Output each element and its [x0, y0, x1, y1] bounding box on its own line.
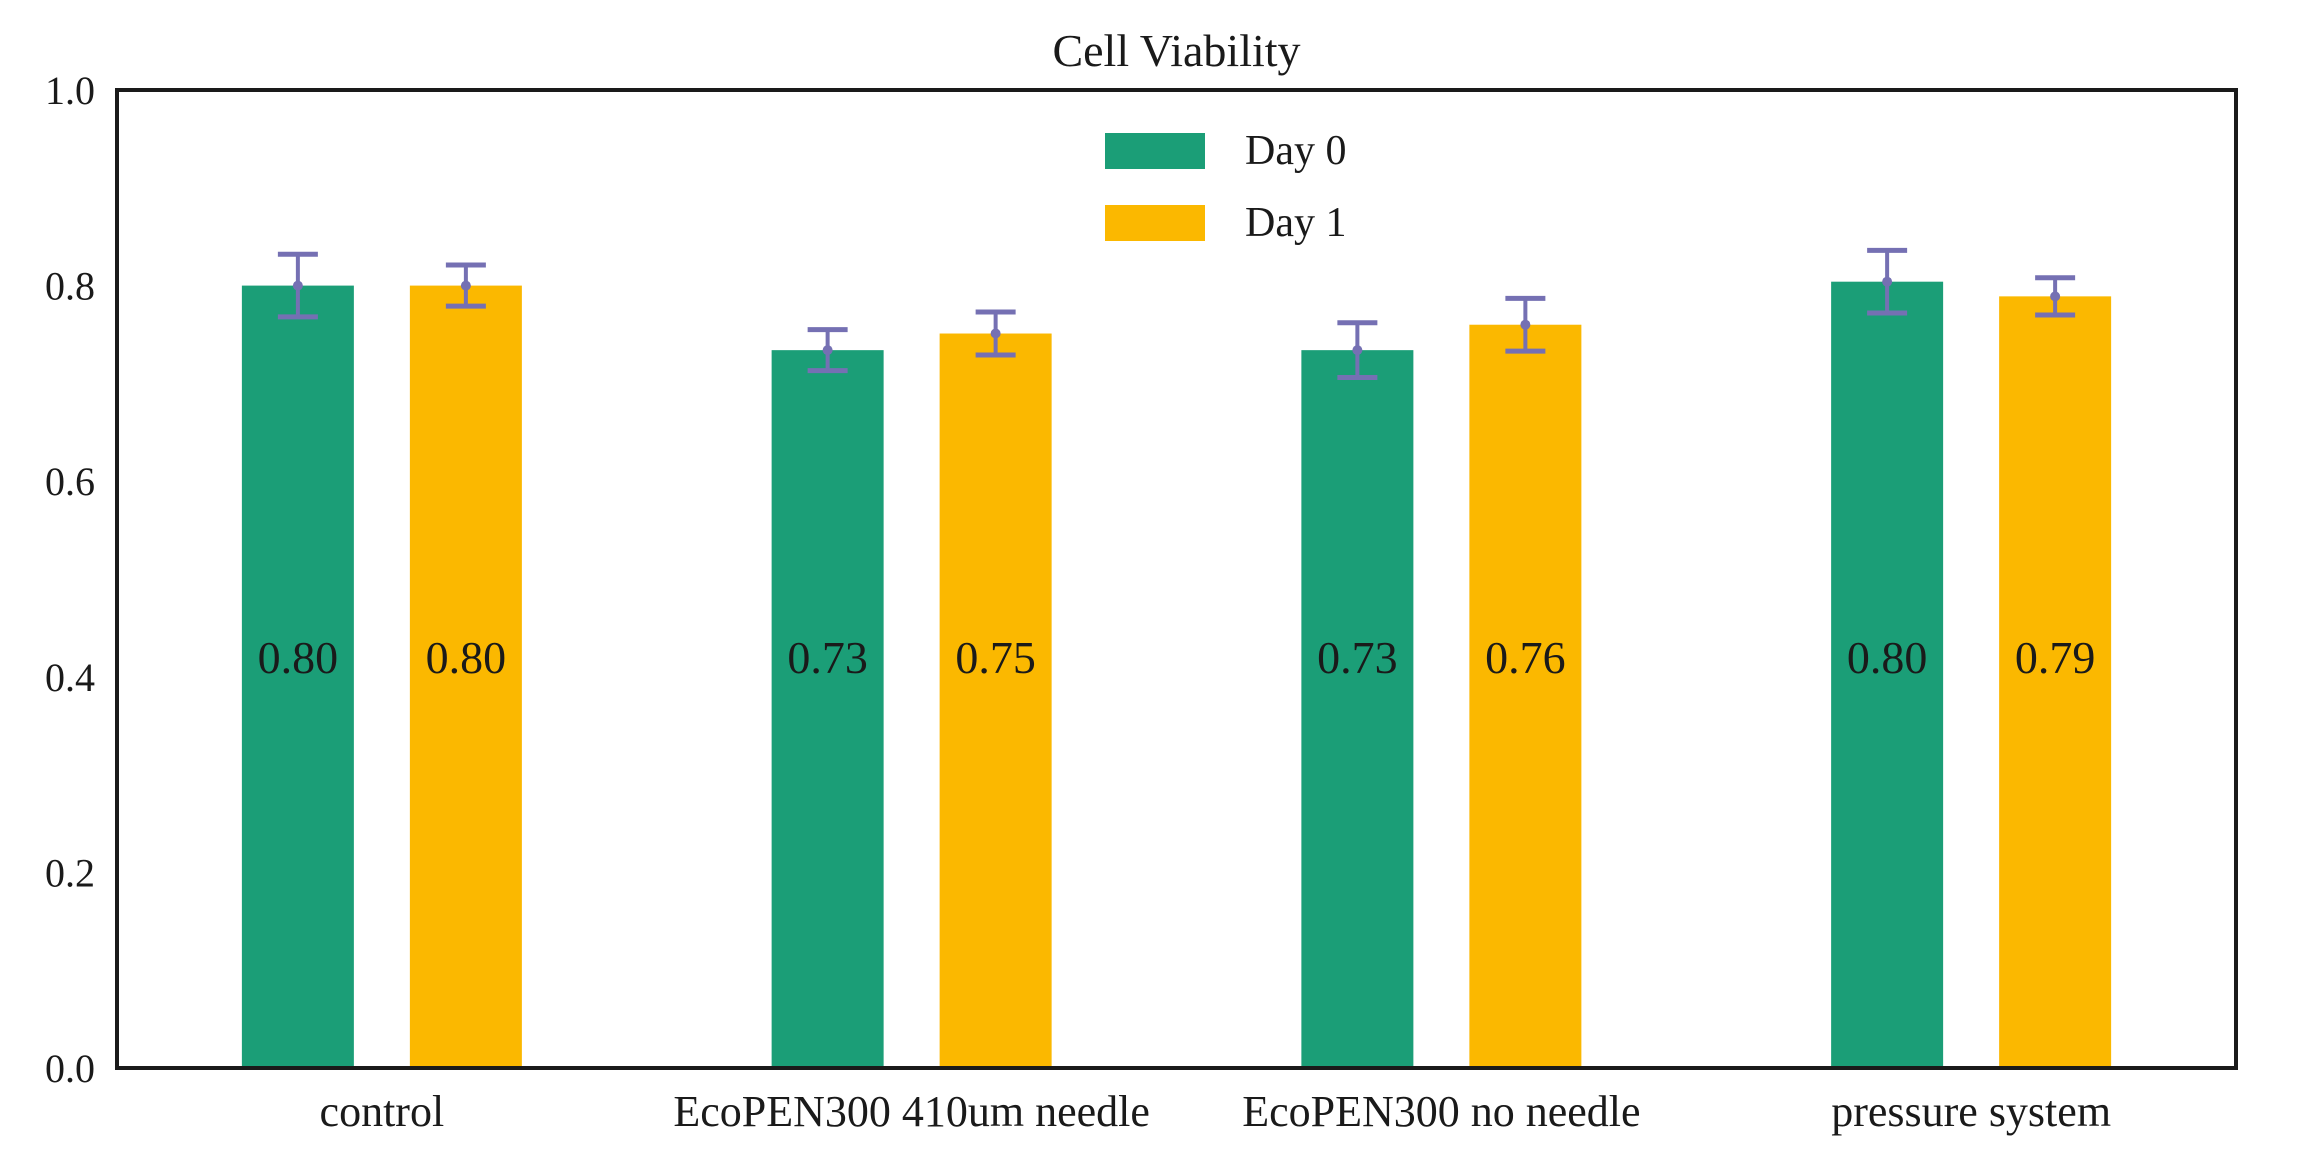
- bar: [409, 285, 522, 1069]
- legend-label: Day 0: [1245, 128, 1346, 174]
- mean-marker: [1520, 319, 1531, 330]
- bar: [241, 285, 354, 1069]
- chart-title: Cell Viability: [1052, 25, 1300, 76]
- bars-layer: [241, 281, 2112, 1069]
- legend: Day 0 Day 1: [1105, 128, 1346, 246]
- y-tick-label: 1.0: [45, 68, 95, 113]
- x-axis: control EcoPEN300 410um needle EcoPEN300 n…: [320, 1087, 2111, 1136]
- bar-value-label: 0.76: [1485, 632, 1566, 683]
- bar-value-label: 0.80: [1847, 632, 1928, 683]
- mean-marker: [822, 345, 833, 356]
- mean-marker: [292, 280, 303, 291]
- legend-swatch: [1105, 133, 1205, 169]
- y-tick-label: 0.0: [45, 1046, 95, 1091]
- x-tick-label: EcoPEN300 no needle: [1242, 1087, 1640, 1136]
- mean-marker: [2050, 291, 2061, 302]
- y-tick-label: 0.6: [45, 459, 95, 504]
- bar-value-label: 0.80: [426, 632, 507, 683]
- bar-value-label: 0.75: [955, 632, 1036, 683]
- bar-value-label: 0.73: [787, 632, 868, 683]
- x-tick-label: EcoPEN300 410um needle: [673, 1087, 1150, 1136]
- bar: [1301, 350, 1414, 1068]
- plot-frame: [115, 88, 2238, 1070]
- bar: [939, 333, 1052, 1069]
- legend-swatch: [1105, 205, 1205, 241]
- bar-labels-layer: 0.80 0.80 0.73 0.75 0.73 0.76 0.80 0.79: [258, 632, 2096, 683]
- error-bars-layer: [277, 247, 2076, 381]
- legend-label: Day 1: [1245, 200, 1346, 246]
- y-tick-label: 0.2: [45, 850, 95, 895]
- mean-marker: [1352, 345, 1363, 356]
- x-tick-label: control: [320, 1087, 445, 1136]
- mean-marker: [990, 328, 1001, 339]
- bar: [1831, 281, 1944, 1068]
- y-tick-label: 0.4: [45, 655, 95, 700]
- bar: [1999, 296, 2112, 1068]
- x-tick-label: pressure system: [1831, 1087, 2111, 1136]
- bar-value-label: 0.79: [2015, 632, 2096, 683]
- y-tick-label: 0.8: [45, 264, 95, 309]
- mean-marker: [1882, 276, 1893, 287]
- bar-value-label: 0.80: [258, 632, 339, 683]
- bar: [1469, 324, 1582, 1069]
- mean-marker: [460, 280, 471, 291]
- bar: [771, 350, 884, 1068]
- y-axis: 0.0 0.2 0.4 0.6 0.8 1.0: [45, 68, 95, 1091]
- bar-value-label: 0.73: [1317, 632, 1398, 683]
